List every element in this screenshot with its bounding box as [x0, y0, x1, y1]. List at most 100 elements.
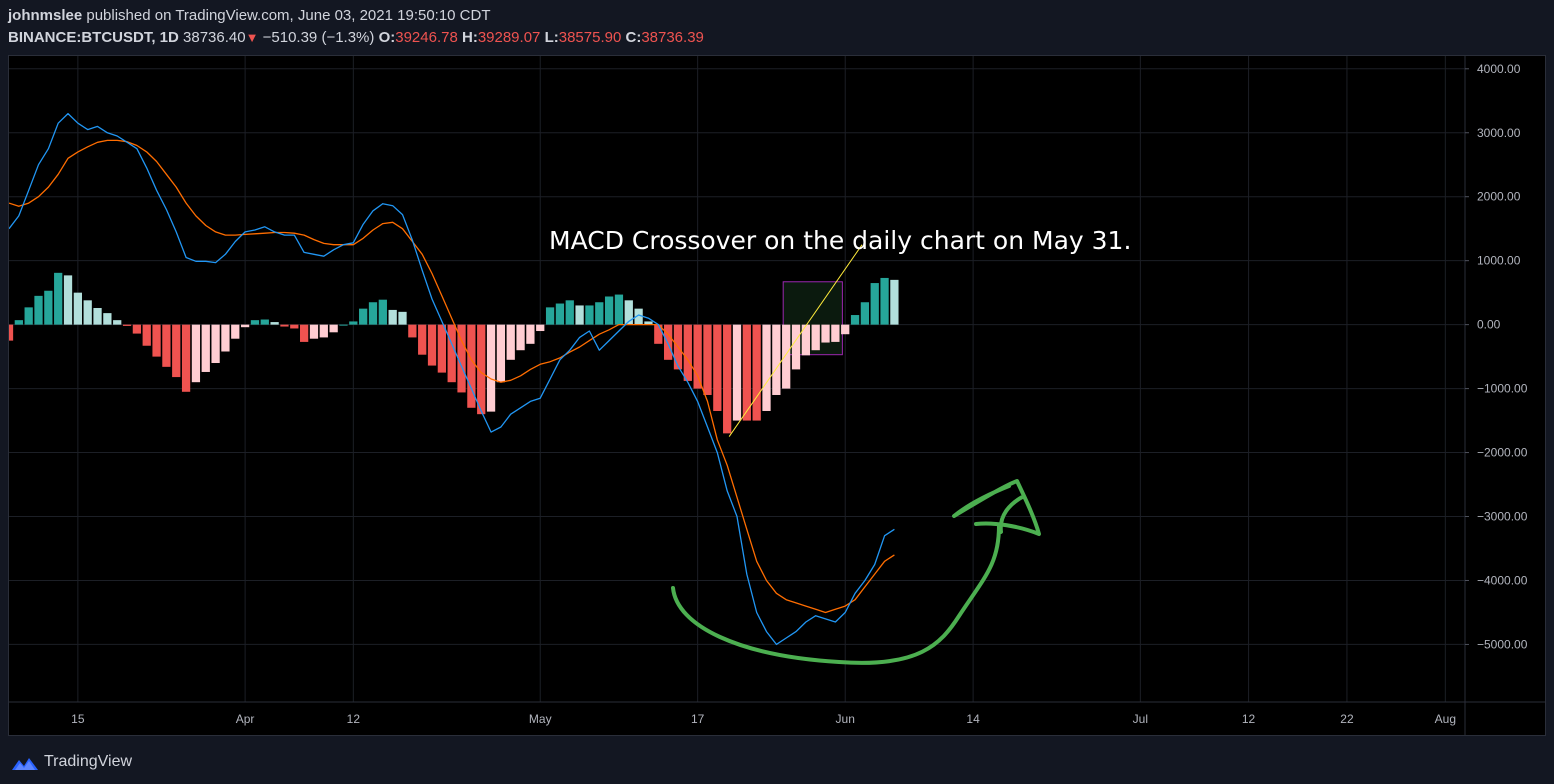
chart-header: johnmslee published on TradingView.com, …: [8, 6, 704, 54]
x-tick-label: 17: [691, 712, 705, 726]
histogram-bar: [447, 324, 456, 383]
histogram-bar: [693, 324, 702, 389]
x-tick-label: 14: [966, 712, 980, 726]
price-change: −510.39 (−1.3%): [262, 29, 375, 46]
histogram-bar: [418, 324, 427, 355]
histogram-bar: [506, 324, 515, 360]
histogram-bar: [329, 324, 338, 333]
histogram-bar: [516, 324, 525, 351]
histogram-bar: [427, 324, 437, 366]
histogram-bar: [614, 294, 624, 325]
histogram-bar: [93, 308, 102, 325]
histogram-bar: [290, 324, 299, 329]
histogram-bar: [604, 296, 614, 325]
y-tick-label: −3000.00: [1477, 510, 1528, 524]
histogram-bar: [319, 324, 328, 338]
chart-panel[interactable]: MACD Crossover on the daily chart on May…: [8, 55, 1546, 736]
close-value: 38736.39: [641, 29, 704, 46]
histogram-bar: [83, 300, 92, 325]
tradingview-logo-icon[interactable]: [10, 752, 40, 772]
histogram-bar: [398, 311, 407, 325]
histogram-bar: [181, 324, 191, 392]
histogram-bar: [54, 272, 63, 325]
publish-info: johnmslee published on TradingView.com, …: [8, 6, 704, 26]
histogram-bar: [132, 324, 142, 334]
x-tick-label: 12: [1242, 712, 1256, 726]
histogram-bar: [152, 324, 161, 357]
y-tick-label: 3000.00: [1477, 126, 1521, 140]
histogram-bar: [526, 324, 535, 344]
x-tick-label: 22: [1340, 712, 1354, 726]
low-value: 38575.90: [558, 29, 622, 46]
y-tick-label: 2000.00: [1477, 190, 1521, 204]
tradingview-brand[interactable]: TradingView: [44, 753, 133, 770]
histogram-bar: [644, 321, 653, 325]
histogram-bar: [349, 321, 358, 325]
histogram-bar: [782, 324, 791, 389]
histogram-bar: [752, 324, 761, 421]
histogram-bar: [270, 322, 279, 325]
high-value: 39289.07: [477, 29, 541, 46]
histogram-bar: [388, 309, 397, 325]
open-value: 39246.78: [395, 29, 458, 46]
y-tick-label: 0.00: [1477, 318, 1501, 332]
histogram-bar: [211, 324, 220, 364]
histogram-bar: [545, 307, 555, 325]
histogram-bar: [437, 324, 446, 373]
histogram-bar: [890, 279, 899, 325]
annotation-text[interactable]: MACD Crossover on the daily chart on May…: [549, 226, 1131, 255]
x-tick-label: 15: [71, 712, 85, 726]
y-tick-label: 1000.00: [1477, 254, 1521, 268]
histogram-bar: [280, 324, 289, 327]
histogram-bar: [142, 324, 151, 346]
histogram-bar: [359, 308, 368, 325]
y-tick-label: −5000.00: [1477, 637, 1528, 651]
histogram-bar: [732, 324, 742, 421]
histogram-bar: [762, 324, 771, 411]
trend-line-drawing[interactable]: [728, 244, 863, 437]
x-tick-label: May: [529, 712, 552, 726]
histogram-bar: [841, 324, 850, 335]
histogram-bar: [860, 302, 870, 325]
low-label: L:: [544, 29, 559, 46]
y-tick-label: −4000.00: [1477, 573, 1528, 587]
histogram-bar: [34, 295, 43, 325]
histogram-bar: [103, 313, 112, 325]
arrow-drawing[interactable]: [671, 479, 1041, 665]
x-tick-label: Apr: [236, 712, 255, 726]
histogram-bar: [575, 305, 584, 325]
x-tick-label: Jul: [1133, 712, 1148, 726]
histogram-bar: [654, 324, 663, 344]
signal-line[interactable]: [9, 139, 895, 614]
histogram-bar: [73, 292, 82, 325]
high-label: H:: [461, 29, 478, 46]
histogram-bar: [260, 319, 269, 325]
macd-chart[interactable]: MACD Crossover on the daily chart on May…: [9, 56, 1545, 735]
last-price: 38736.40: [183, 29, 246, 46]
macd-line[interactable]: [9, 112, 895, 646]
histogram-bar: [477, 324, 486, 415]
open-label: O:: [378, 29, 396, 46]
x-tick-label: Aug: [1435, 712, 1456, 726]
y-tick-label: 4000.00: [1477, 62, 1521, 76]
histogram-bar: [565, 300, 574, 325]
histogram-bar: [683, 324, 692, 381]
author-name[interactable]: johnmslee: [8, 7, 83, 24]
x-tick-label: 12: [347, 712, 361, 726]
histogram-bar: [486, 324, 496, 412]
histogram-bar: [113, 320, 122, 325]
histogram-bar: [240, 324, 250, 328]
histogram-bar: [664, 324, 673, 360]
ohlc-legend: BINANCE:BTCUSDT, 1D 38736.40▼ −510.39 (−…: [8, 28, 704, 48]
histogram-bar: [457, 324, 466, 393]
histogram-bar: [723, 324, 732, 434]
histogram-bar: [44, 290, 53, 325]
x-tick-label: Jun: [836, 712, 855, 726]
histogram-bar: [231, 324, 240, 339]
histogram-bar: [850, 315, 860, 325]
histogram-bar: [713, 324, 722, 411]
histogram-bar: [172, 324, 181, 378]
histogram-bar: [791, 324, 801, 370]
histogram-bar: [742, 324, 751, 421]
histogram-bar: [221, 324, 230, 352]
